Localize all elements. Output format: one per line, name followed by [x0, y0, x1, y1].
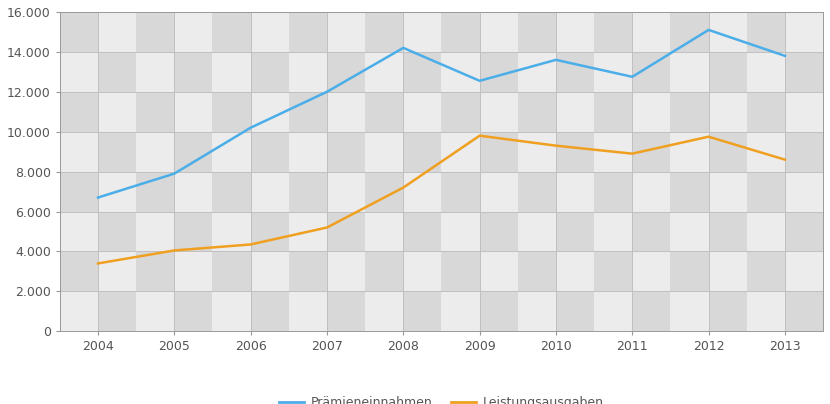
- Legend: Prämieneinnahmen, Leistungsausgaben: Prämieneinnahmen, Leistungsausgaben: [275, 391, 608, 404]
